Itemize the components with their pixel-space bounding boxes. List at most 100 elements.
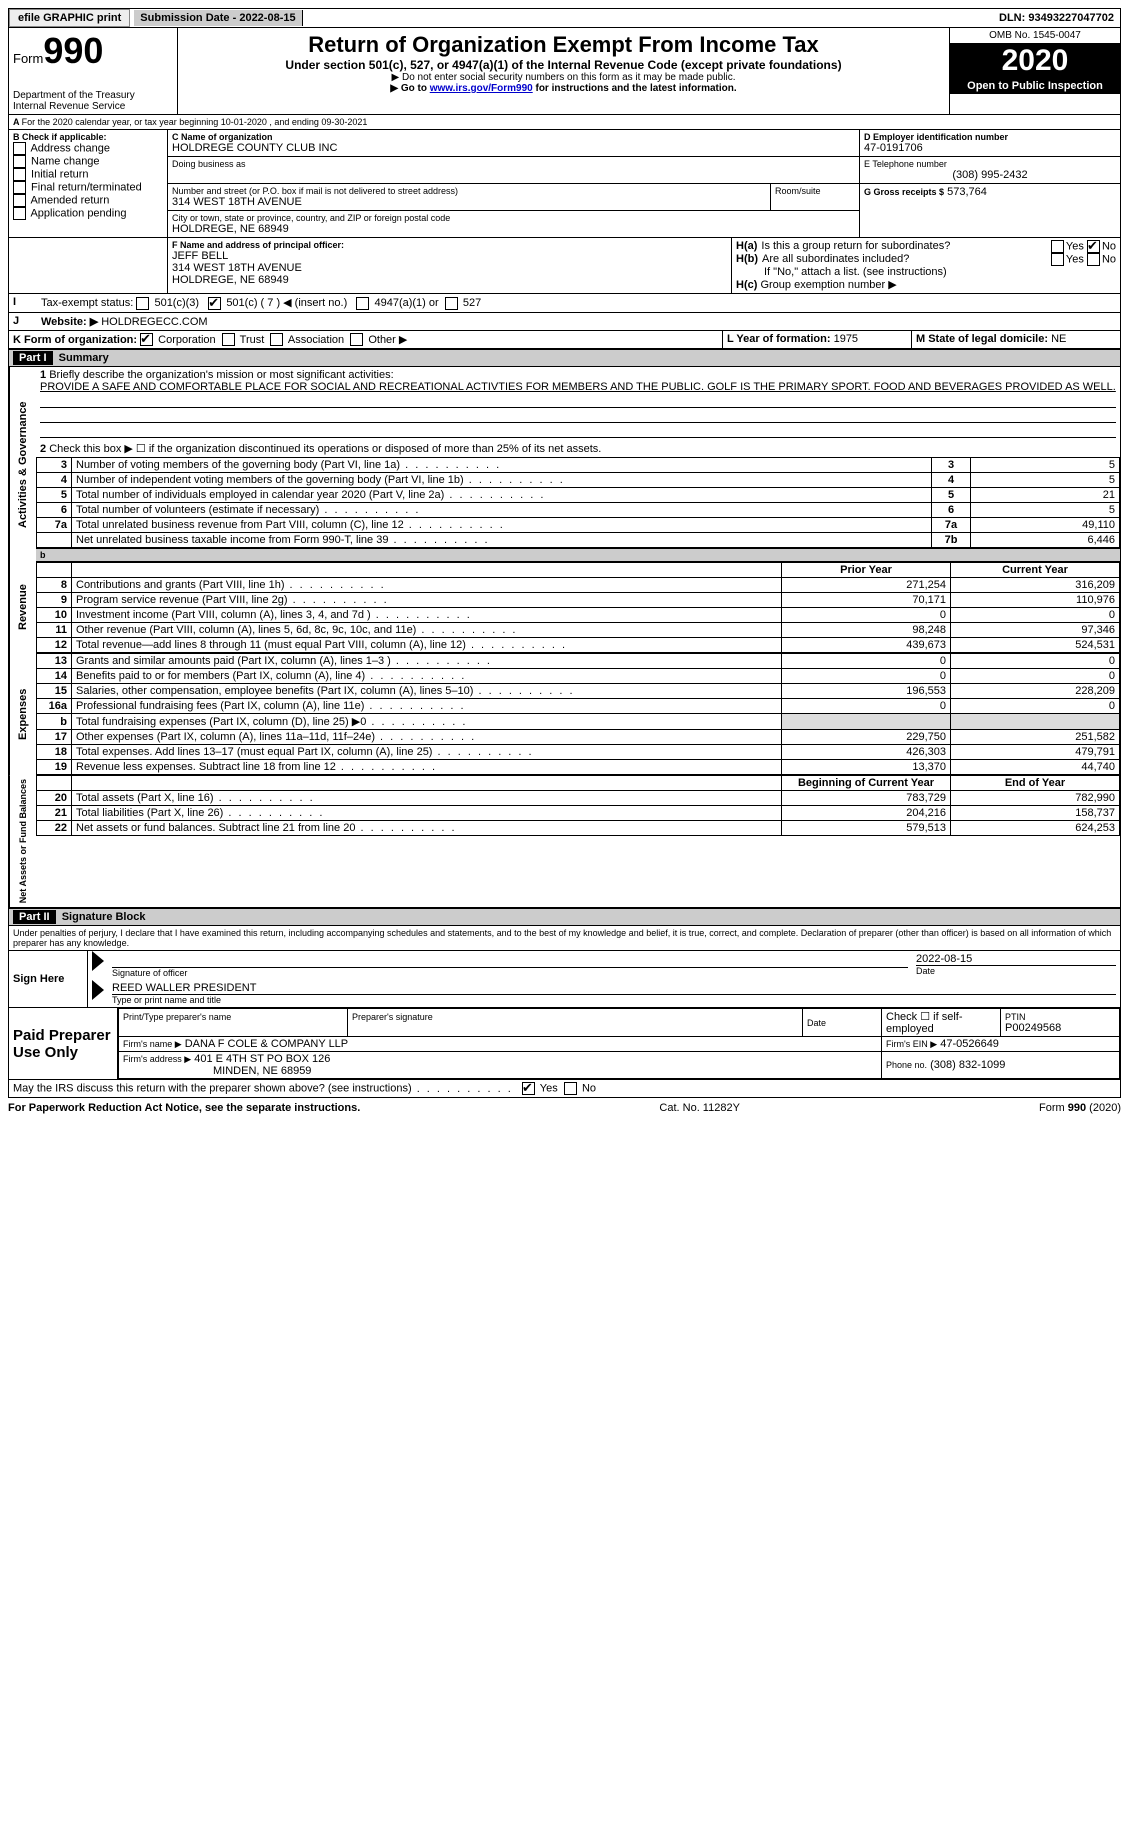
street-label: Number and street (or P.O. box if mail i…: [172, 186, 766, 196]
vlabel-netassets: Net Assets or Fund Balances: [9, 775, 36, 907]
form-ref: Form 990 (2020): [1039, 1102, 1121, 1114]
firm-ein: 47-0526649: [940, 1038, 999, 1050]
box-b-checkbox[interactable]: [13, 142, 26, 155]
sig-arrow-icon: [92, 951, 104, 971]
box-e-label: E Telephone number: [864, 159, 1116, 169]
table-row: 9Program service revenue (Part VIII, lin…: [37, 593, 1120, 608]
mission-text: PROVIDE A SAFE AND COMFORTABLE PLACE FOR…: [40, 381, 1116, 393]
part2-header: Part II Signature Block: [9, 908, 1120, 926]
box-c: C Name of organization HOLDREGE COUNTY C…: [168, 130, 860, 237]
line-i: I Tax-exempt status: 501(c)(3) 501(c) ( …: [9, 294, 1120, 313]
page-footer: For Paperwork Reduction Act Notice, see …: [8, 1098, 1121, 1114]
revenue-table: Prior Year Current Year 8Contributions a…: [36, 562, 1120, 653]
form-title: Return of Organization Exempt From Incom…: [182, 32, 945, 58]
box-f: F Name and address of principal officer:…: [168, 238, 732, 293]
room-label: Room/suite: [775, 186, 855, 196]
sign-here-block: Sign Here Signature of officer 2022-08-1…: [9, 951, 1120, 1008]
netassets-block: Net Assets or Fund Balances Beginning of…: [9, 775, 1120, 908]
col-end: End of Year: [951, 776, 1120, 791]
col-current: Current Year: [951, 563, 1120, 578]
firm-phone: (308) 832-1099: [930, 1059, 1005, 1071]
ha-no-checkbox[interactable]: [1087, 240, 1100, 253]
form-container: Form990 Department of the Treasury Inter…: [8, 27, 1121, 1098]
officer-name: JEFF BELL: [172, 250, 727, 262]
form-subtitle: Under section 501(c), 527, or 4947(a)(1)…: [182, 58, 945, 72]
revenue-block: Revenue Prior Year Current Year 8Contrib…: [9, 562, 1120, 653]
box-b: B Check if applicable: Address change Na…: [9, 130, 168, 237]
table-row: 19Revenue less expenses. Subtract line 1…: [37, 760, 1120, 775]
city: HOLDREGE, NE 68949: [172, 223, 855, 235]
officer-street: 314 WEST 18TH AVENUE: [172, 262, 727, 274]
box-b-checkbox[interactable]: [13, 207, 26, 220]
year-formation: 1975: [834, 333, 858, 345]
box-f-label: F Name and address of principal officer:: [172, 240, 727, 250]
ha-yes-checkbox[interactable]: [1051, 240, 1064, 253]
website: HOLDREGECC.COM: [101, 316, 207, 328]
table-row: 20Total assets (Part X, line 16)783,7297…: [37, 791, 1120, 806]
type-name-label: Type or print name and title: [112, 994, 1116, 1005]
table-row: 11Other revenue (Part VIII, column (A), …: [37, 623, 1120, 638]
table-row: 5Total number of individuals employed in…: [37, 488, 1120, 503]
k-trust-checkbox[interactable]: [222, 333, 235, 346]
box-d-label: D Employer identification number: [864, 132, 1116, 142]
table-row: 16aProfessional fundraising fees (Part I…: [37, 699, 1120, 714]
firm-addr1: 401 E 4TH ST PO BOX 126: [194, 1053, 330, 1065]
form-note1: ▶ Do not enter social security numbers o…: [182, 72, 945, 83]
k-other-checkbox[interactable]: [350, 333, 363, 346]
col-prior: Prior Year: [782, 563, 951, 578]
i-527-checkbox[interactable]: [445, 297, 458, 310]
box-b-checkbox[interactable]: [13, 194, 26, 207]
form-note2: ▶ Go to www.irs.gov/Form990 for instruct…: [182, 83, 945, 94]
header-left: Form990 Department of the Treasury Inter…: [9, 28, 178, 114]
sig-arrow-icon-2: [92, 980, 104, 1000]
table-row: 13Grants and similar amounts paid (Part …: [37, 654, 1120, 669]
form-number: 990: [43, 30, 103, 71]
line2-text: Check this box ▶ ☐ if the organization d…: [49, 443, 601, 455]
i-4947-checkbox[interactable]: [356, 297, 369, 310]
box-deg: D Employer identification number 47-0191…: [860, 130, 1120, 237]
discuss-yes-checkbox[interactable]: [522, 1082, 535, 1095]
irs-link[interactable]: www.irs.gov/Form990: [430, 83, 533, 94]
k-assoc-checkbox[interactable]: [270, 333, 283, 346]
paid-preparer-block: Paid Preparer Use Only Print/Type prepar…: [9, 1008, 1120, 1080]
h-note: If "No," attach a list. (see instruction…: [736, 266, 1116, 278]
table-row: 14Benefits paid to or for members (Part …: [37, 669, 1120, 684]
telephone: (308) 995-2432: [864, 169, 1116, 181]
k-corp-checkbox[interactable]: [140, 333, 153, 346]
expense-table: 13Grants and similar amounts paid (Part …: [36, 653, 1120, 775]
fh-block: F Name and address of principal officer:…: [9, 238, 1120, 294]
line-klm: K Form of organization: Corporation Trus…: [9, 331, 1120, 350]
form-prefix: Form: [13, 51, 43, 66]
box-b-checkbox[interactable]: [13, 168, 26, 181]
i-501c-checkbox[interactable]: [208, 297, 221, 310]
hb-no-checkbox[interactable]: [1087, 253, 1100, 266]
table-row: 17Other expenses (Part IX, column (A), l…: [37, 730, 1120, 745]
box-c-label: C Name of organization: [172, 132, 855, 142]
cat-no: Cat. No. 11282Y: [659, 1102, 740, 1114]
i-501c3-checkbox[interactable]: [136, 297, 149, 310]
hb-yes-checkbox[interactable]: [1051, 253, 1064, 266]
box-b-checkbox[interactable]: [13, 155, 26, 168]
gross-receipts: 573,764: [947, 186, 987, 198]
discuss-no-checkbox[interactable]: [564, 1082, 577, 1095]
pra-notice: For Paperwork Reduction Act Notice, see …: [8, 1102, 360, 1114]
line-j: J Website: ▶ HOLDREGECC.COM: [9, 313, 1120, 331]
table-row: 8Contributions and grants (Part VIII, li…: [37, 578, 1120, 593]
bcdeg-block: B Check if applicable: Address change Na…: [9, 130, 1120, 238]
state-domicile: NE: [1051, 333, 1066, 345]
vlabel-revenue: Revenue: [9, 562, 36, 653]
open-to-public: Open to Public Inspection: [950, 78, 1120, 94]
dept-treasury: Department of the Treasury Internal Reve…: [13, 90, 173, 112]
city-label: City or town, state or province, country…: [172, 213, 855, 223]
box-b-heading: B Check if applicable:: [13, 132, 163, 142]
top-bar: efile GRAPHIC print Submission Date - 20…: [8, 8, 1121, 27]
sign-here-label: Sign Here: [9, 951, 88, 1007]
table-row: 4Number of independent voting members of…: [37, 473, 1120, 488]
efile-print-button[interactable]: efile GRAPHIC print: [9, 9, 130, 27]
box-b-checkbox[interactable]: [13, 181, 26, 194]
firm-name: DANA F COLE & COMPANY LLP: [185, 1038, 348, 1050]
firm-addr2: MINDEN, NE 68959: [123, 1065, 311, 1077]
box-g-label: G Gross receipts $: [864, 187, 944, 197]
table-row: 15Salaries, other compensation, employee…: [37, 684, 1120, 699]
expense-block: Expenses 13Grants and similar amounts pa…: [9, 653, 1120, 775]
